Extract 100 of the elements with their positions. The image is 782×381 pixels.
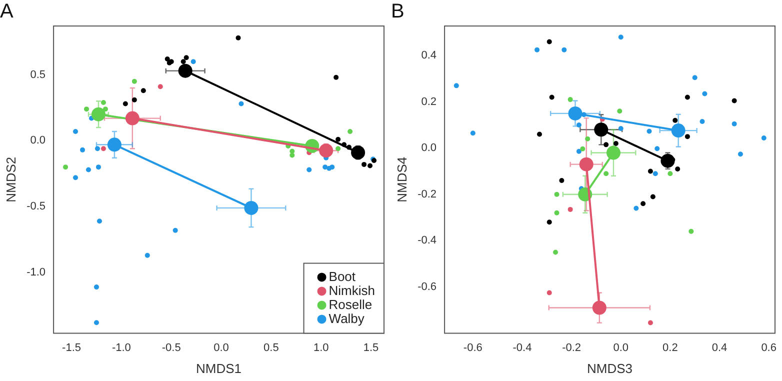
y-tick-label: 0.4 bbox=[421, 50, 437, 62]
point bbox=[322, 164, 328, 170]
x-tick-label: 0.4 bbox=[712, 342, 728, 354]
point bbox=[700, 119, 705, 124]
x-tick-label: 0.6 bbox=[761, 342, 776, 354]
point bbox=[546, 39, 552, 44]
point bbox=[684, 134, 690, 140]
point bbox=[732, 121, 737, 126]
point bbox=[96, 218, 102, 224]
legend-label: Nimkish bbox=[328, 282, 376, 298]
y-tick-label: 0.0 bbox=[421, 142, 437, 154]
legend-label: Walby bbox=[328, 310, 365, 326]
point bbox=[618, 34, 624, 40]
point bbox=[63, 164, 68, 170]
y-tick-label: -0.5 bbox=[26, 200, 46, 213]
point bbox=[592, 300, 606, 315]
point bbox=[178, 64, 192, 78]
point bbox=[172, 228, 178, 233]
point bbox=[648, 320, 653, 326]
y-tick-label: -0.4 bbox=[418, 234, 437, 247]
point bbox=[86, 167, 91, 172]
point bbox=[94, 146, 100, 152]
x-tick-label: 0.5 bbox=[264, 342, 279, 354]
point bbox=[562, 47, 567, 52]
point bbox=[553, 250, 558, 255]
point bbox=[568, 206, 573, 212]
x-tick-label: 1.0 bbox=[313, 342, 329, 354]
legend-label: Roselle bbox=[328, 296, 372, 312]
point bbox=[184, 55, 189, 60]
point bbox=[330, 164, 335, 170]
point bbox=[761, 135, 766, 140]
point bbox=[559, 178, 564, 184]
point bbox=[554, 210, 560, 216]
point bbox=[732, 98, 737, 104]
point bbox=[604, 142, 609, 148]
point bbox=[73, 175, 78, 180]
x-tick-label: 1.5 bbox=[363, 342, 379, 354]
y-tick-label: -0.2 bbox=[418, 188, 437, 200]
point bbox=[290, 152, 295, 158]
point bbox=[73, 128, 78, 134]
y-axis-title: NMDS2 bbox=[3, 156, 18, 202]
x-tick-label: -1.0 bbox=[112, 342, 131, 354]
y-tick-label: 0.5 bbox=[30, 68, 46, 81]
point bbox=[94, 320, 99, 326]
point bbox=[702, 91, 708, 96]
point bbox=[672, 118, 678, 123]
point bbox=[144, 252, 150, 258]
point bbox=[190, 59, 196, 64]
point bbox=[606, 146, 620, 160]
x-axis-title: NMDS3 bbox=[587, 360, 633, 376]
point bbox=[654, 146, 660, 152]
x-tick-label: -0.4 bbox=[512, 342, 532, 354]
point bbox=[675, 166, 680, 172]
y-tick-label: 0.2 bbox=[421, 96, 437, 108]
point bbox=[585, 136, 590, 142]
point bbox=[646, 128, 652, 134]
point bbox=[368, 163, 373, 168]
point bbox=[470, 130, 476, 136]
point bbox=[236, 35, 241, 40]
point bbox=[684, 94, 690, 100]
point bbox=[319, 144, 334, 158]
point bbox=[613, 141, 618, 146]
point bbox=[122, 101, 128, 106]
point bbox=[100, 146, 106, 152]
x-tick-label: -1.5 bbox=[62, 342, 82, 354]
point bbox=[652, 171, 658, 176]
point bbox=[660, 154, 675, 168]
chart-title: A bbox=[0, 0, 14, 23]
point bbox=[351, 146, 366, 160]
point bbox=[634, 206, 639, 211]
chart-title: B bbox=[391, 0, 404, 23]
point bbox=[158, 84, 163, 90]
point bbox=[100, 100, 106, 105]
point bbox=[594, 122, 608, 137]
point bbox=[576, 148, 582, 154]
point bbox=[132, 97, 137, 102]
point bbox=[454, 83, 459, 88]
x-tick-label: 0.2 bbox=[662, 342, 678, 354]
point bbox=[650, 194, 656, 200]
x-tick-label: -0.6 bbox=[463, 342, 482, 354]
point bbox=[80, 147, 86, 152]
point bbox=[576, 122, 582, 128]
point bbox=[306, 167, 312, 172]
point bbox=[568, 106, 582, 120]
point bbox=[96, 164, 101, 170]
point bbox=[617, 108, 622, 114]
y-tick-label: 0.0 bbox=[30, 134, 46, 147]
legend-label: Boot bbox=[328, 268, 356, 284]
point bbox=[348, 128, 353, 134]
point bbox=[549, 94, 554, 100]
point bbox=[648, 168, 653, 174]
point bbox=[640, 201, 646, 206]
point bbox=[668, 171, 673, 176]
point bbox=[132, 78, 137, 84]
point bbox=[238, 101, 244, 106]
point bbox=[618, 126, 624, 131]
point bbox=[534, 47, 540, 52]
point bbox=[91, 107, 106, 122]
point bbox=[580, 146, 586, 152]
x-tick-label: 0.0 bbox=[613, 342, 629, 354]
